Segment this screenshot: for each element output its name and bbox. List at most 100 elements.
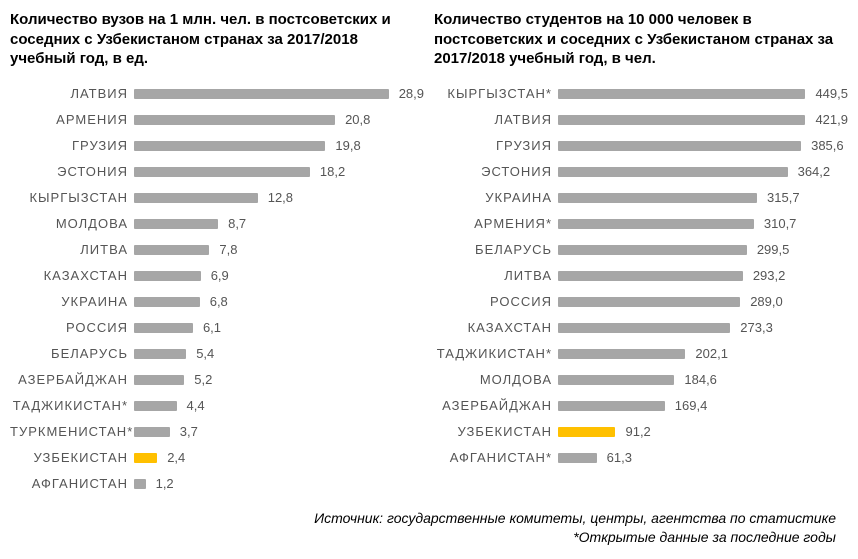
value-label: 2,4 bbox=[167, 450, 185, 465]
bar-area: 3,7 bbox=[134, 421, 424, 443]
bar bbox=[558, 271, 743, 281]
bar bbox=[134, 219, 218, 229]
category-label: КЫРГЫЗСТАН* bbox=[434, 86, 558, 101]
chart-row: ЭСТОНИЯ364,2 bbox=[434, 161, 848, 183]
chart-row: БЕЛАРУСЬ5,4 bbox=[10, 343, 424, 365]
chart-row: УКРАИНА6,8 bbox=[10, 291, 424, 313]
right-chart-rows: КЫРГЫЗСТАН* 449,5 ЛАТВИЯ421,9 ГРУЗИЯ385,6 ЭС… bbox=[434, 83, 848, 469]
bar-area: 28,9 bbox=[134, 83, 424, 105]
category-label: ЛАТВИЯ bbox=[434, 112, 558, 127]
value-label: 4,4 bbox=[187, 398, 205, 413]
bar bbox=[558, 297, 740, 307]
chart-row: АЗЕРБАЙДЖАН 169,4 bbox=[434, 395, 848, 417]
bar bbox=[134, 141, 325, 151]
value-label: 91,2 bbox=[625, 424, 650, 439]
bar bbox=[134, 89, 389, 99]
value-label: 184,6 bbox=[684, 372, 717, 387]
value-label: 449,5 bbox=[815, 86, 848, 101]
bar bbox=[134, 479, 146, 489]
bar-area: 18,2 bbox=[134, 161, 424, 183]
bar-area: 169,4 bbox=[558, 395, 848, 417]
value-label: 6,8 bbox=[210, 294, 228, 309]
bar-area: 7,8 bbox=[134, 239, 424, 261]
footer-note: *Открытые данные за последние годы bbox=[10, 528, 836, 548]
chart-row: МОЛДОВА184,6 bbox=[434, 369, 848, 391]
left-chart-rows: ЛАТВИЯ28,9АРМЕНИЯ20,8ГРУЗИЯ19,8ЭСТОНИЯ18… bbox=[10, 83, 424, 495]
chart-row: КЫРГЫЗСТАН 12,8 bbox=[10, 187, 424, 209]
bar bbox=[134, 115, 335, 125]
bar bbox=[134, 349, 186, 359]
value-label: 3,7 bbox=[180, 424, 198, 439]
value-label: 7,8 bbox=[219, 242, 237, 257]
chart-row: ЛИТВА 7,8 bbox=[10, 239, 424, 261]
value-label: 6,1 bbox=[203, 320, 221, 335]
bar-area: 289,0 bbox=[558, 291, 848, 313]
category-label: УКРАИНА bbox=[434, 190, 558, 205]
value-label: 289,0 bbox=[750, 294, 783, 309]
bar bbox=[134, 193, 258, 203]
bar-area: 421,9 bbox=[558, 109, 848, 131]
category-label: ТАДЖИКИСТАН* bbox=[434, 346, 558, 361]
chart-row: УЗБЕКИСТАН91,2 bbox=[434, 421, 848, 443]
bar bbox=[134, 401, 177, 411]
bar bbox=[558, 193, 757, 203]
bar-area: 19,8 bbox=[134, 135, 424, 157]
category-label: АРМЕНИЯ bbox=[10, 112, 134, 127]
bar bbox=[558, 349, 685, 359]
value-label: 364,2 bbox=[798, 164, 831, 179]
bar-area: 310,7 bbox=[558, 213, 848, 235]
bar bbox=[134, 297, 200, 307]
category-label: АЗЕРБАЙДЖАН bbox=[434, 398, 558, 413]
bar-area: 202,1 bbox=[558, 343, 848, 365]
value-label: 273,3 bbox=[740, 320, 773, 335]
category-label: ЛАТВИЯ bbox=[10, 86, 134, 101]
chart-row: АФГАНИСТАН*61,3 bbox=[434, 447, 848, 469]
value-label: 169,4 bbox=[675, 398, 708, 413]
value-label: 5,4 bbox=[196, 346, 214, 361]
bar-area: 6,8 bbox=[134, 291, 424, 313]
bar-area: 8,7 bbox=[134, 213, 424, 235]
bar bbox=[558, 453, 597, 463]
bar bbox=[558, 245, 747, 255]
category-label: АФГАНИСТАН* bbox=[434, 450, 558, 465]
bar bbox=[558, 375, 674, 385]
footer: Источник: государственные комитеты, цент… bbox=[10, 509, 848, 548]
chart-row: ГРУЗИЯ385,6 bbox=[434, 135, 848, 157]
footer-source: Источник: государственные комитеты, цент… bbox=[10, 509, 836, 529]
category-label: ЛИТВА bbox=[10, 242, 134, 257]
chart-row: ЭСТОНИЯ18,2 bbox=[10, 161, 424, 183]
bar-area: 4,4 bbox=[134, 395, 424, 417]
category-label: АЗЕРБАЙДЖАН bbox=[10, 372, 134, 387]
chart-row: АРМЕНИЯ*310,7 bbox=[434, 213, 848, 235]
category-label: ЛИТВА bbox=[434, 268, 558, 283]
chart-row: РОССИЯ 289,0 bbox=[434, 291, 848, 313]
bar-area: 299,5 bbox=[558, 239, 848, 261]
bar bbox=[134, 167, 310, 177]
right-chart: Количество студентов на 10 000 человек в… bbox=[434, 10, 848, 495]
value-label: 385,6 bbox=[811, 138, 844, 153]
bar-area: 315,7 bbox=[558, 187, 848, 209]
bar-area: 449,5 bbox=[558, 83, 848, 105]
value-label: 20,8 bbox=[345, 112, 370, 127]
chart-row: ЛИТВА293,2 bbox=[434, 265, 848, 287]
value-label: 299,5 bbox=[757, 242, 790, 257]
right-chart-title: Количество студентов на 10 000 человек в… bbox=[434, 10, 848, 69]
value-label: 12,8 bbox=[268, 190, 293, 205]
category-label: КЫРГЫЗСТАН bbox=[10, 190, 134, 205]
bar bbox=[134, 245, 209, 255]
chart-row: ТАДЖИКИСТАН*4,4 bbox=[10, 395, 424, 417]
bar bbox=[134, 323, 193, 333]
chart-row: КАЗАХСТАН6,9 bbox=[10, 265, 424, 287]
value-label: 8,7 bbox=[228, 216, 246, 231]
value-label: 18,2 bbox=[320, 164, 345, 179]
bar-area: 5,4 bbox=[134, 343, 424, 365]
bar bbox=[134, 453, 157, 463]
value-label: 315,7 bbox=[767, 190, 800, 205]
category-label: МОЛДОВА bbox=[10, 216, 134, 231]
bar-area: 1,2 bbox=[134, 473, 424, 495]
chart-row: ЛАТВИЯ421,9 bbox=[434, 109, 848, 131]
value-label: 28,9 bbox=[399, 86, 424, 101]
category-label: РОССИЯ bbox=[434, 294, 558, 309]
bar bbox=[134, 375, 184, 385]
value-label: 5,2 bbox=[194, 372, 212, 387]
